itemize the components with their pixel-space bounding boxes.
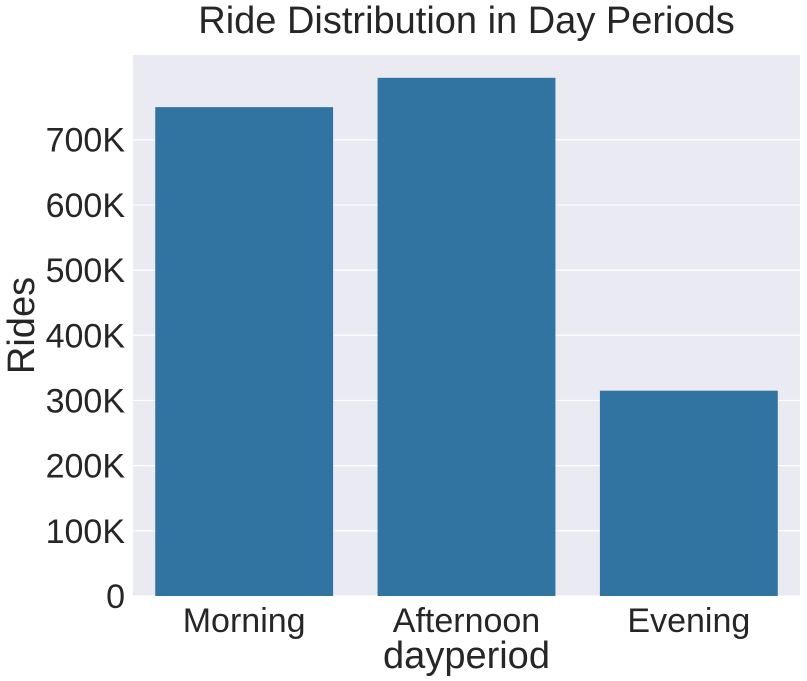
chart-title: Ride Distribution in Day Periods (198, 0, 734, 42)
y-tick-label: 100K (46, 513, 126, 551)
bars (155, 77, 778, 597)
y-tick-label: 300K (46, 382, 126, 420)
y-tick-label: 400K (46, 317, 126, 355)
y-tick-label: 200K (46, 448, 126, 486)
x-tick-label: Evening (627, 602, 750, 640)
y-tick-label: 600K (46, 187, 126, 225)
x-tick-label: Morning (183, 602, 306, 640)
x-tick-label: Afternoon (393, 602, 540, 640)
bar-morning (155, 107, 334, 596)
x-axis-ticks: Morning Afternoon Evening (183, 602, 751, 640)
y-axis-ticks: 0 100K 200K 300K 400K 500K 600K 700K (46, 122, 126, 616)
bar-evening (599, 390, 778, 596)
bar-afternoon (377, 77, 556, 597)
y-axis-label: Rides (1, 277, 43, 374)
y-tick-label: 700K (46, 122, 126, 160)
y-tick-label: 0 (106, 578, 125, 616)
y-tick-label: 500K (46, 252, 126, 290)
x-axis-label: dayperiod (383, 635, 550, 677)
